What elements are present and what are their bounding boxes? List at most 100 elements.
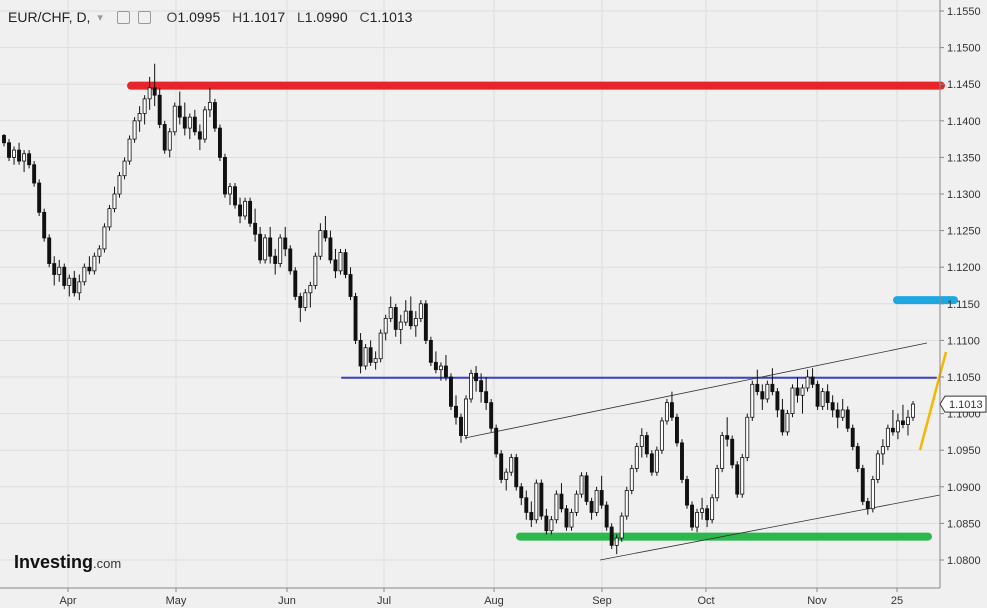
candle-body bbox=[579, 475, 584, 495]
candle bbox=[283, 226, 288, 257]
open-label: O bbox=[166, 9, 178, 26]
candle bbox=[423, 300, 428, 345]
candle bbox=[911, 401, 915, 421]
candle-body bbox=[479, 380, 484, 393]
candle-body bbox=[228, 186, 232, 195]
candle bbox=[318, 223, 323, 260]
candle-body bbox=[122, 160, 127, 177]
candle bbox=[850, 424, 855, 451]
candle bbox=[880, 439, 885, 465]
candle-body bbox=[675, 416, 679, 444]
candle-body bbox=[855, 446, 860, 469]
candle bbox=[559, 483, 564, 513]
candle-body bbox=[464, 398, 468, 436]
candle bbox=[172, 102, 177, 136]
candle bbox=[152, 63, 157, 107]
candle-body bbox=[454, 405, 458, 418]
candle-body bbox=[338, 252, 343, 272]
candle-body bbox=[348, 274, 353, 297]
candle-body bbox=[152, 87, 157, 96]
candle-body bbox=[845, 409, 850, 429]
candle bbox=[609, 523, 614, 550]
gear-icon[interactable] bbox=[137, 10, 151, 24]
candle-body bbox=[805, 376, 810, 389]
candle bbox=[47, 234, 52, 268]
y-tick-label: 1.1450 bbox=[947, 79, 981, 91]
candle bbox=[197, 124, 202, 151]
candle bbox=[900, 404, 905, 429]
candle-body bbox=[17, 149, 22, 162]
candle bbox=[795, 377, 800, 403]
candle-body bbox=[27, 153, 32, 166]
candle-body bbox=[720, 435, 725, 469]
candle bbox=[167, 128, 172, 158]
channel-upper-line bbox=[464, 342, 928, 439]
candle-body bbox=[47, 237, 52, 264]
candle-body bbox=[604, 504, 609, 528]
candle bbox=[248, 197, 253, 227]
candle-body bbox=[202, 109, 207, 140]
candle-body bbox=[172, 105, 177, 133]
candle bbox=[840, 398, 845, 421]
candle-body bbox=[624, 490, 629, 517]
candle bbox=[253, 208, 258, 242]
candle-body bbox=[87, 266, 92, 272]
open-value: 1.0995 bbox=[177, 9, 221, 26]
candle-body bbox=[137, 113, 142, 122]
candle bbox=[433, 351, 438, 374]
candle-body bbox=[343, 252, 348, 275]
low-label: L bbox=[297, 9, 305, 26]
candle-body bbox=[519, 486, 524, 499]
candle-body bbox=[368, 347, 373, 363]
candle bbox=[810, 368, 815, 388]
candle-body bbox=[62, 266, 67, 286]
candle-body bbox=[207, 102, 212, 111]
symbol-label[interactable]: EUR/CHF, D, bbox=[8, 9, 91, 26]
x-tick-label: Oct bbox=[697, 595, 714, 607]
candle-body bbox=[438, 365, 443, 371]
candle-body bbox=[107, 208, 112, 228]
candle bbox=[634, 442, 639, 473]
candle-body bbox=[800, 387, 805, 396]
candle bbox=[815, 380, 820, 410]
candle-body bbox=[263, 237, 268, 261]
y-tick-label: 1.1300 bbox=[947, 189, 981, 201]
candle-body bbox=[900, 420, 905, 425]
candle-body bbox=[895, 420, 900, 433]
candle bbox=[92, 252, 97, 275]
chevron-down-icon[interactable]: ▾ bbox=[97, 11, 103, 24]
candle-body bbox=[745, 416, 750, 458]
candle-body bbox=[584, 475, 589, 502]
candle bbox=[459, 413, 463, 443]
candle bbox=[328, 230, 333, 264]
candle-body bbox=[383, 318, 388, 334]
candle bbox=[669, 391, 674, 421]
candle bbox=[77, 274, 82, 301]
candle bbox=[403, 300, 408, 326]
candle-body bbox=[408, 310, 413, 327]
candle bbox=[273, 248, 278, 275]
candle bbox=[589, 497, 594, 520]
candle bbox=[42, 208, 47, 242]
candle bbox=[52, 256, 57, 286]
candle-body bbox=[358, 339, 363, 367]
candle-body bbox=[177, 105, 182, 118]
candle-body bbox=[97, 248, 102, 257]
candle-body bbox=[544, 515, 549, 532]
candle bbox=[579, 472, 584, 498]
settings-icon[interactable] bbox=[116, 10, 130, 24]
candle-body bbox=[373, 358, 378, 363]
candle bbox=[398, 314, 403, 345]
candle-body bbox=[840, 409, 845, 418]
candle bbox=[569, 508, 574, 531]
candle-body bbox=[589, 501, 594, 513]
y-tick-label: 1.1100 bbox=[947, 335, 980, 347]
candle-body bbox=[42, 211, 47, 239]
candle-body bbox=[790, 387, 795, 415]
candle bbox=[278, 234, 283, 268]
candle bbox=[554, 490, 559, 524]
candle bbox=[258, 226, 263, 264]
candle bbox=[604, 501, 609, 531]
candle bbox=[32, 161, 37, 187]
